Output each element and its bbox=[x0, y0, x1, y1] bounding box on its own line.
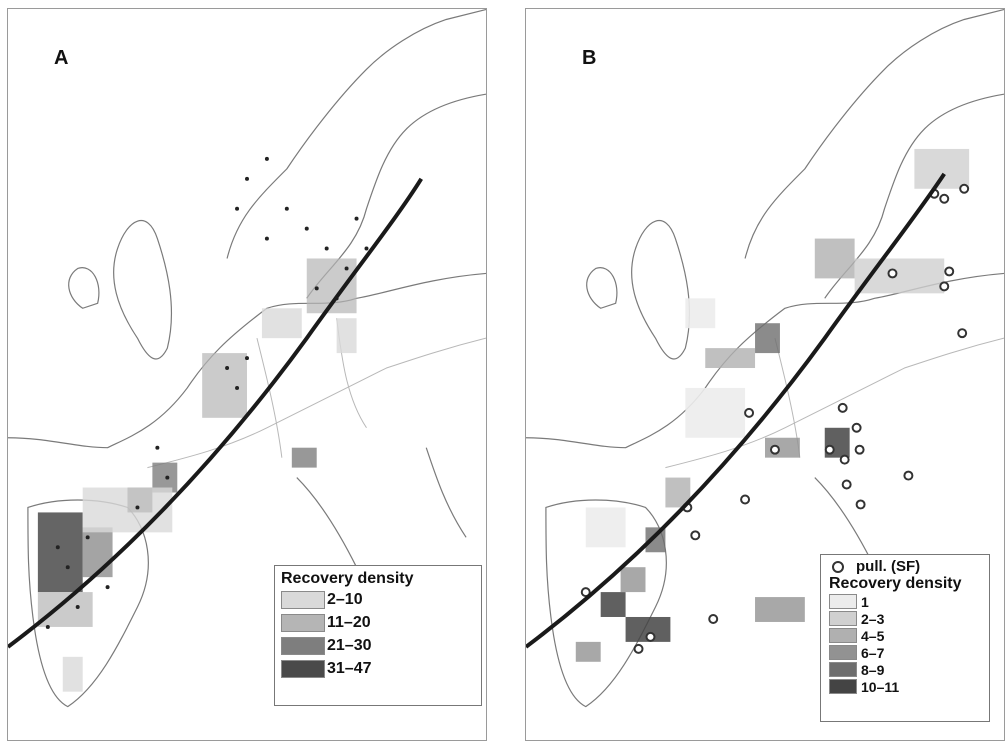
legend-swatch bbox=[281, 636, 325, 655]
legend-row: 2–3 bbox=[829, 610, 989, 627]
panel-letter-b: B bbox=[582, 47, 597, 69]
legend-label: 1 bbox=[861, 593, 869, 610]
legend-swatch bbox=[829, 679, 857, 694]
legend-label: 8–9 bbox=[861, 661, 885, 678]
legend-label: 6–7 bbox=[861, 644, 885, 661]
legend-row: 2–10 bbox=[281, 588, 481, 611]
legend-row: 10–11 bbox=[829, 678, 989, 695]
panel-letter-a: A bbox=[54, 47, 69, 69]
legend-marker-label: pull. (SF) bbox=[856, 558, 921, 575]
europe-map-b bbox=[526, 9, 1004, 708]
legend-swatch bbox=[281, 659, 325, 678]
legend-swatch bbox=[829, 662, 857, 677]
legend-swatch bbox=[829, 594, 857, 609]
pull-sf-markers bbox=[580, 183, 970, 654]
legend-swatch bbox=[829, 611, 857, 626]
legend-row: 8–9 bbox=[829, 661, 989, 678]
legend-row: 31–47 bbox=[281, 657, 481, 680]
legend-swatch bbox=[829, 645, 857, 660]
legend-label: 10–11 bbox=[861, 678, 900, 695]
density-cells-b bbox=[575, 148, 970, 662]
migration-axis-line bbox=[526, 172, 946, 649]
europe-map-a bbox=[8, 9, 486, 708]
legend-label: 2–10 bbox=[327, 590, 363, 608]
legend-row: 21–30 bbox=[281, 634, 481, 657]
legend-swatch bbox=[281, 613, 325, 632]
map-panel-a: A Recovery density 2–10 11–20 21–30 31–4… bbox=[7, 8, 487, 741]
migration-axis-line bbox=[8, 177, 423, 649]
legend-title-b: Recovery density bbox=[829, 575, 962, 592]
legend-row: 4–5 bbox=[829, 627, 989, 644]
legend-label: 21–30 bbox=[327, 636, 372, 654]
legend-row: 11–20 bbox=[281, 611, 481, 634]
pull-marker-icon bbox=[832, 560, 844, 573]
legend-title-a: Recovery density bbox=[281, 570, 414, 587]
map-panel-b: B pull. (SF) Recovery density 1 2–3 4–5 … bbox=[525, 8, 1005, 741]
legend-b: pull. (SF) Recovery density 1 2–3 4–5 6–… bbox=[820, 554, 990, 722]
legend-label: 11–20 bbox=[327, 613, 371, 631]
legend-swatch bbox=[829, 628, 857, 643]
legend-swatch bbox=[281, 590, 325, 609]
legend-a: Recovery density 2–10 11–20 21–30 31–47 bbox=[274, 565, 482, 706]
legend-label: 31–47 bbox=[327, 659, 372, 677]
recovery-points-a bbox=[45, 156, 369, 629]
legend-label: 4–5 bbox=[861, 627, 885, 644]
legend-row: 6–7 bbox=[829, 644, 989, 661]
legend-label: 2–3 bbox=[861, 610, 885, 627]
legend-row: 1 bbox=[829, 593, 989, 610]
legend-marker-row: pull. (SF) bbox=[829, 558, 989, 575]
density-cells-a bbox=[37, 258, 357, 692]
